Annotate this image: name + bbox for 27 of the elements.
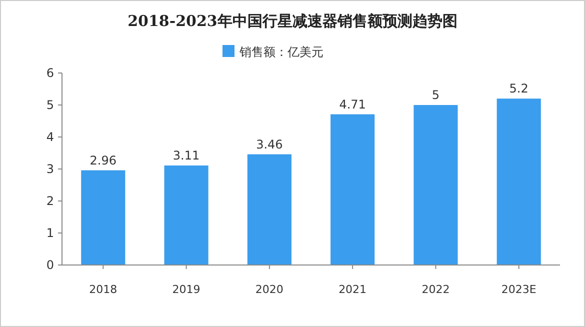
- y-tick-label: 1: [46, 226, 54, 240]
- chart-title: 2018-2023年中国行星减速器销售额预测趋势图: [128, 12, 458, 30]
- data-label: 5.2: [509, 82, 528, 96]
- x-tick-label: 2021: [338, 283, 367, 296]
- x-tick-label: 2020: [255, 283, 284, 296]
- bar: [496, 98, 541, 265]
- bar: [330, 114, 375, 265]
- bar: [414, 105, 458, 265]
- legend-label: 销售额：亿美元: [238, 45, 324, 59]
- x-tick-label: 2023E: [501, 283, 536, 296]
- data-label: 4.71: [339, 97, 366, 112]
- data-label: 3.46: [256, 137, 283, 152]
- data-label: 5: [432, 88, 440, 102]
- y-tick-label: 2: [46, 194, 54, 208]
- bar: [247, 154, 292, 265]
- y-tick-label: 6: [46, 66, 54, 80]
- data-label: 2.96: [90, 153, 117, 168]
- bar: [164, 165, 208, 265]
- y-tick-label: 3: [46, 162, 54, 176]
- bar: [81, 170, 126, 265]
- y-tick-label: 0: [46, 258, 54, 272]
- x-tick-label: 2022: [422, 283, 450, 296]
- y-tick-label: 5: [46, 98, 54, 112]
- data-label: 3.11: [172, 148, 200, 162]
- x-tick-label: 2019: [172, 283, 200, 296]
- y-tick-label: 4: [46, 130, 54, 144]
- x-tick-label: 2018: [89, 283, 118, 296]
